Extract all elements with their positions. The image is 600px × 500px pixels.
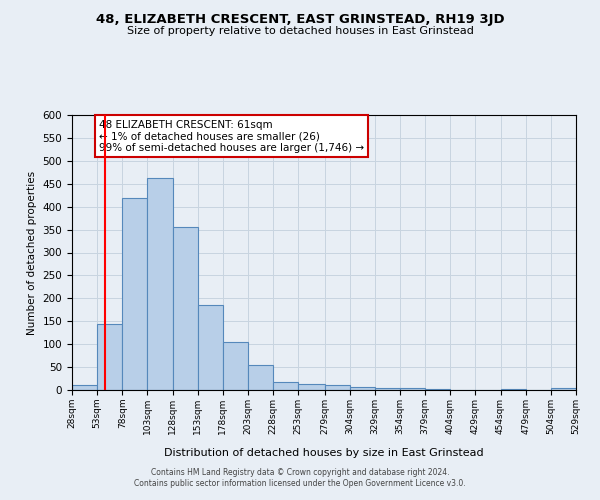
Bar bbox=[500, 388, 526, 390]
Bar bbox=[400, 388, 425, 390]
Bar bbox=[173, 228, 198, 390]
Bar bbox=[72, 386, 97, 390]
Bar bbox=[97, 324, 122, 390]
Text: 48 ELIZABETH CRESCENT: 61sqm
← 1% of detached houses are smaller (26)
99% of sem: 48 ELIZABETH CRESCENT: 61sqm ← 1% of det… bbox=[99, 120, 364, 153]
Text: 48, ELIZABETH CRESCENT, EAST GRINSTEAD, RH19 3JD: 48, ELIZABETH CRESCENT, EAST GRINSTEAD, … bbox=[95, 12, 505, 26]
Bar bbox=[325, 386, 350, 390]
Bar bbox=[248, 365, 273, 390]
Bar bbox=[375, 388, 400, 390]
Bar bbox=[298, 384, 325, 390]
Bar bbox=[198, 305, 223, 390]
Bar bbox=[425, 388, 450, 390]
Text: Size of property relative to detached houses in East Grinstead: Size of property relative to detached ho… bbox=[127, 26, 473, 36]
Bar bbox=[223, 342, 248, 390]
Bar bbox=[273, 382, 298, 390]
Bar bbox=[350, 387, 375, 390]
Text: Distribution of detached houses by size in East Grinstead: Distribution of detached houses by size … bbox=[164, 448, 484, 458]
Y-axis label: Number of detached properties: Number of detached properties bbox=[27, 170, 37, 334]
Text: Contains HM Land Registry data © Crown copyright and database right 2024.
Contai: Contains HM Land Registry data © Crown c… bbox=[134, 468, 466, 487]
Bar bbox=[122, 198, 148, 390]
Bar bbox=[551, 388, 576, 390]
Bar bbox=[148, 178, 173, 390]
